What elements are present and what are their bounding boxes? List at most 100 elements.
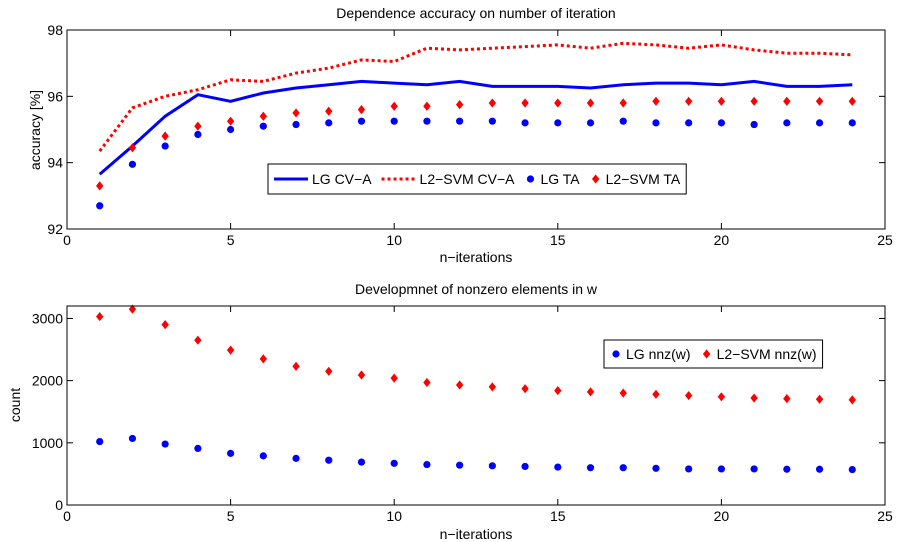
data-point-l2-svm-ta [554,98,562,108]
legend-swatch-l2-svm-ta [591,174,600,184]
x-tick-label: 5 [227,508,235,524]
data-point-lg-ta [619,117,627,125]
data-point-lg-nnz-w [586,464,595,472]
data-point-l2-svm-nnz-w [619,388,627,398]
data-point-lg-ta [488,117,496,125]
data-point-lg-ta [423,117,431,125]
x-tick-label: 0 [63,508,71,524]
x-tick-label: 10 [386,232,402,248]
data-point-lg-ta [685,119,693,127]
data-point-lg-nnz-w [685,465,693,473]
data-point-l2-svm-ta [488,98,497,108]
data-point-lg-ta [750,120,758,129]
data-point-l2-svm-ta [717,96,726,106]
x-axis-label: n−iterations [440,526,513,542]
x-tick-label: 20 [714,508,730,524]
data-point-lg-nnz-w [259,452,267,460]
legend-label-lg-nnz-w: LG nnz(w) [626,346,691,362]
data-point-l2-svm-nnz-w [96,311,104,322]
series-line-lg-cv-a [98,79,853,176]
data-point-lg-nnz-w [423,460,431,469]
y-tick-label: 3000 [32,310,63,326]
data-point-l2-svm-nnz-w [521,384,529,394]
data-point-l2-svm-nnz-w [783,394,791,404]
data-point-l2-svm-nnz-w [390,373,398,383]
legend-label-l2-svm-ta: L2−SVM TA [606,171,681,187]
x-tick-label: 20 [714,232,730,248]
legend-label-lg-ta: LG TA [540,171,580,187]
data-point-l2-svm-nnz-w [292,361,300,371]
legend-label-l2-svm-nnz-w: L2−SVM nnz(w) [717,346,817,362]
data-point-l2-svm-ta [226,116,235,126]
data-point-lg-nnz-w [750,465,758,473]
data-point-lg-nnz-w [194,444,202,453]
x-tick-label: 15 [550,232,566,248]
data-point-l2-svm-ta [848,96,856,106]
x-tick-label: 0 [63,232,71,248]
axis-ticks: 0 5 10 15 20 25 0 1000 2000 3000 [32,306,893,524]
data-point-lg-nnz-w [652,464,660,472]
data-point-l2-svm-nnz-w [259,354,267,364]
data-point-l2-svm-ta [325,106,333,116]
data-point-lg-nnz-w [390,459,398,467]
data-point-l2-svm-ta [619,98,627,108]
chart-title: Developmnet of nonzero elements in w [355,281,598,297]
plot-area [96,304,856,474]
data-point-lg-nnz-w [456,461,464,469]
legend: LG CV−A L2−SVM CV−A LG TA L2−SVM TA [267,163,687,195]
data-point-lg-ta [456,117,464,125]
x-tick-label: 10 [386,508,402,524]
data-point-l2-svm-nnz-w [652,389,660,399]
data-point-l2-svm-nnz-w [194,335,202,345]
data-point-l2-svm-nnz-w [848,395,856,405]
data-point-l2-svm-nnz-w [325,366,333,376]
data-point-lg-ta [717,119,726,127]
data-point-l2-svm-ta [521,98,529,108]
y-axis-label: count [7,388,23,422]
data-point-lg-ta [128,160,137,168]
legend: LG nnz(w) L2−SVM nnz(w) [603,339,824,369]
data-point-lg-ta [161,142,169,150]
data-point-l2-svm-nnz-w [586,387,595,397]
data-point-l2-svm-nnz-w [554,385,562,396]
data-point-l2-svm-ta [783,96,791,106]
data-point-l2-svm-nnz-w [488,382,497,392]
axes-box [66,29,886,230]
data-point-lg-ta [554,119,562,127]
data-point-lg-nnz-w [619,464,627,472]
axes-box [66,305,886,506]
data-point-lg-ta [521,119,529,127]
data-point-l2-svm-ta [423,101,431,111]
data-point-l2-svm-nnz-w [815,394,824,404]
x-axis-label: n−iterations [440,249,513,265]
data-point-lg-nnz-w [488,462,496,470]
axis-ticks: 0 5 10 15 20 25 92 94 96 98 [47,22,893,248]
data-point-l2-svm-nnz-w [357,370,366,380]
data-point-lg-nnz-w [325,456,333,464]
data-point-lg-nnz-w [292,454,300,462]
data-point-l2-svm-ta [292,108,300,118]
nonzero-count-chart: Developmnet of nonzero elements in w n−i… [7,281,893,542]
data-point-lg-nnz-w [848,465,856,474]
data-point-l2-svm-nnz-w [750,393,758,403]
data-point-l2-svm-ta [455,100,464,110]
legend-box [603,339,824,369]
y-tick-label: 0 [55,497,63,513]
data-point-l2-svm-ta [259,111,267,121]
data-point-lg-ta [848,119,856,127]
series-line-l2-svm-cv-a [98,41,853,153]
data-point-l2-svm-ta [96,181,104,191]
data-point-lg-ta [96,202,104,210]
data-point-lg-nnz-w [815,465,824,473]
legend-label-lg-cv-a: LG CV−A [312,171,372,187]
data-point-lg-ta [292,120,300,129]
data-point-l2-svm-nnz-w [128,304,137,314]
legend-swatch-lg-nnz-w [612,350,620,358]
data-point-l2-svm-ta [652,96,660,106]
data-point-l2-svm-ta [586,98,595,108]
data-point-lg-nnz-w [717,465,726,473]
y-axis-label: accuracy [%] [27,90,43,170]
data-point-l2-svm-ta [390,101,398,111]
y-tick-label: 2000 [32,373,63,389]
x-tick-label: 5 [227,232,235,248]
